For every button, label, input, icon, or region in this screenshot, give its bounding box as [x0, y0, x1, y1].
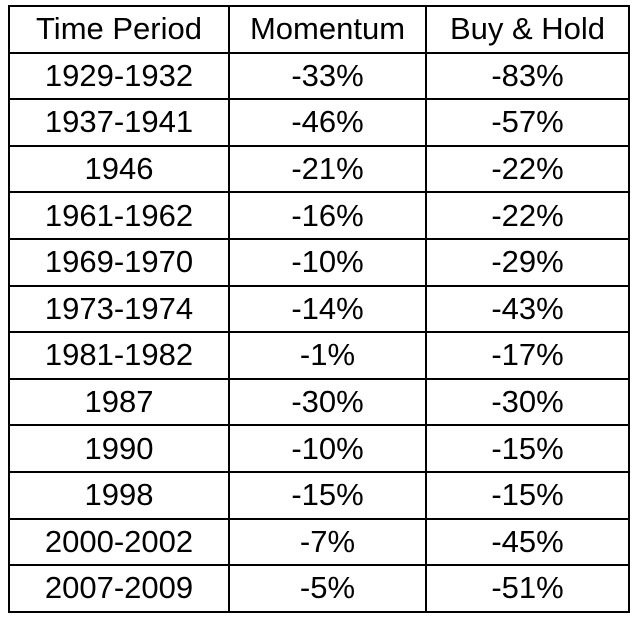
table-cell: -45% — [425, 517, 630, 567]
header-cell: Time Period — [8, 5, 230, 54]
table-row: 1998 -15% -15% — [8, 470, 630, 520]
table-cell: -17% — [425, 331, 630, 380]
table-row: 1961-1962 -16% -22% — [8, 191, 630, 240]
table-row: 2000-2002 -7% -45% — [8, 517, 630, 567]
table-row: 1990 -10% -15% — [8, 424, 630, 473]
table-cell: -57% — [425, 98, 630, 147]
header-cell: Momentum — [228, 5, 427, 54]
header-row: Time Period Momentum Buy & Hold — [8, 5, 630, 54]
table-cell: -29% — [425, 237, 630, 287]
table-cell: -30% — [228, 377, 427, 427]
table-row: 1981-1982 -1% -17% — [8, 331, 630, 380]
table-body: 1929-1932 -33% -83% 1937-1941 -46% -57% 1946 -2… — [8, 51, 630, 613]
table-cell: -22% — [425, 191, 630, 240]
table-cell: -10% — [228, 424, 427, 473]
table-cell: -10% — [228, 237, 427, 287]
table-row: 1946 -21% -22% — [8, 144, 630, 194]
header-cell: Buy & Hold — [425, 5, 630, 54]
table-cell: -21% — [228, 144, 427, 194]
table-cell: 1990 — [8, 424, 230, 473]
table-cell: 1987 — [8, 377, 230, 427]
table-cell: 1961-1962 — [8, 191, 230, 240]
table-row: 1987 -30% -30% — [8, 377, 630, 427]
table-cell: 2007-2009 — [8, 564, 230, 613]
table-row: 2007-2009 -5% -51% — [8, 564, 630, 613]
table-cell: 1973-1974 — [8, 284, 230, 334]
table-cell: 1937-1941 — [8, 98, 230, 147]
table-cell: -43% — [425, 284, 630, 334]
table-cell: 1929-1932 — [8, 51, 230, 101]
table-cell: 2000-2002 — [8, 517, 230, 567]
table-cell: -1% — [228, 331, 427, 380]
table-cell: -46% — [228, 98, 427, 147]
table-cell: -15% — [228, 470, 427, 520]
table-cell: -15% — [425, 424, 630, 473]
table-row: 1973-1974 -14% -43% — [8, 284, 630, 334]
table-cell: 1998 — [8, 470, 230, 520]
table-cell: -5% — [228, 564, 427, 613]
table-header: Time Period Momentum Buy & Hold — [8, 5, 630, 54]
table-cell: -22% — [425, 144, 630, 194]
table-row: 1929-1932 -33% -83% — [8, 51, 630, 101]
table-cell: 1946 — [8, 144, 230, 194]
data-table: Time Period Momentum Buy & Hold 1929-1932-… — [8, 5, 630, 613]
table-cell: -33% — [228, 51, 427, 101]
table-cell: -15% — [425, 470, 630, 520]
table-cell: -14% — [228, 284, 427, 334]
table-cell: -83% — [425, 51, 630, 101]
table-cell: -16% — [228, 191, 427, 240]
table-cell: -30% — [425, 377, 630, 427]
table-row: 1937-1941 -46% -57% — [8, 98, 630, 147]
table-cell: -51% — [425, 564, 630, 613]
table-cell: 1981-1982 — [8, 331, 230, 380]
table-cell: 1969-1970 — [8, 237, 230, 287]
table-cell: -7% — [228, 517, 427, 567]
table-row: 1969-1970 -10% -29% — [8, 237, 630, 287]
